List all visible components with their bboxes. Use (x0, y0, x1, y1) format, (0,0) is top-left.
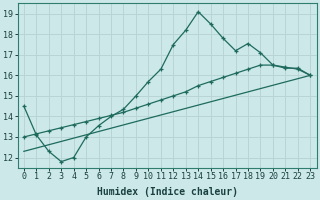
X-axis label: Humidex (Indice chaleur): Humidex (Indice chaleur) (97, 186, 237, 197)
